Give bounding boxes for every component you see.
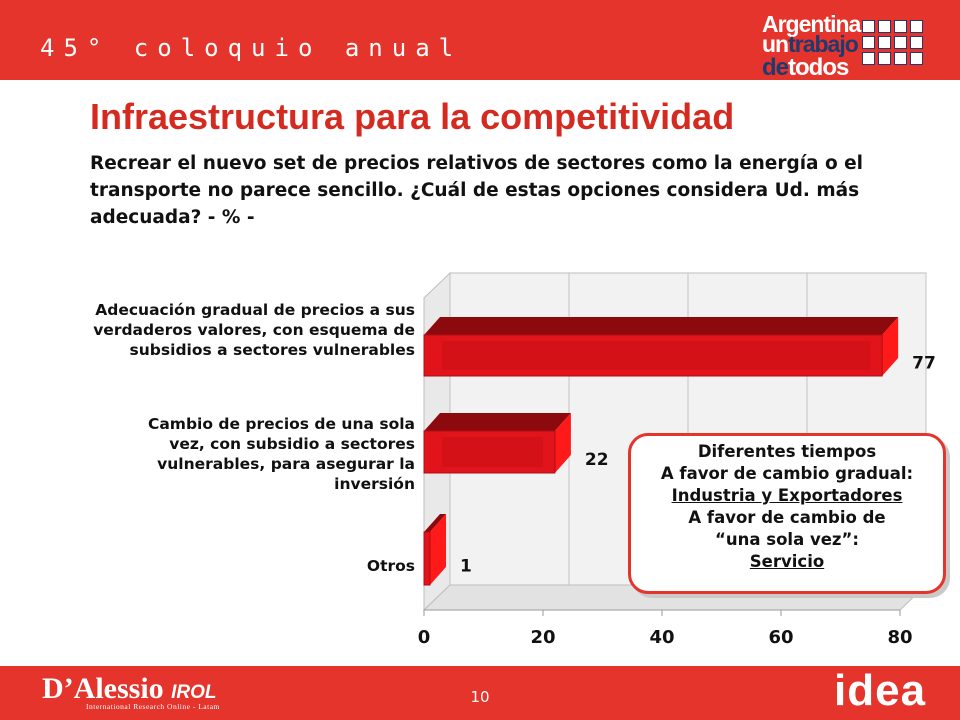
scale-icon	[862, 36, 875, 49]
chart-icon	[910, 36, 923, 49]
bar-end	[554, 413, 571, 473]
bar-end	[882, 317, 899, 376]
category-2-line: vez, con subsidio a sectores	[169, 435, 415, 453]
data-label: 22	[585, 450, 609, 470]
callout-line: A favor de cambio de	[688, 508, 886, 527]
page-title: Infraestructura para la competitividad	[90, 96, 735, 137]
bar-top	[424, 413, 571, 431]
justice-icon	[894, 52, 907, 65]
category-label-1: Adecuación gradual de precios a sus verd…	[93, 300, 415, 360]
road-icon	[894, 36, 907, 49]
company-suffix: IROL	[171, 682, 217, 703]
idea-logo: idea	[834, 666, 927, 715]
dalessio-logo: D’Alessio IROL	[42, 672, 217, 706]
brand-line-3a: de	[762, 54, 789, 81]
data-label: 77	[912, 354, 936, 374]
page-number: 10	[470, 688, 490, 706]
bar	[423, 430, 556, 474]
callout-line: Industria y Exportadores	[671, 486, 903, 505]
company-subtitle: International Research Online - Latam	[86, 702, 220, 711]
category-3-line: Otros	[366, 557, 415, 575]
bar	[423, 531, 431, 586]
cart-icon	[878, 20, 891, 33]
category-1-line: Adecuación gradual de precios a sus	[95, 301, 415, 319]
percent-icon	[878, 36, 891, 49]
header-bar	[0, 0, 960, 80]
bar-inner	[442, 341, 871, 370]
category-2-line: vulnerables, para asegurar la	[157, 455, 415, 473]
x-tick-label: 80	[887, 627, 912, 648]
category-1-line: verdaderos valores, con esquema de	[93, 321, 415, 339]
category-label-2: Cambio de precios de una sola vez, con s…	[148, 414, 415, 494]
brand-line-1: Argentina	[762, 11, 861, 37]
x-tick-label: 40	[649, 627, 674, 648]
category-1-line: subsidios a sectores vulnerables	[129, 341, 415, 359]
callout-line: A favor de cambio gradual:	[660, 464, 914, 483]
brand-line-2a: un	[762, 31, 789, 57]
x-tick-label: 0	[418, 627, 431, 648]
callout-line: “una sola vez”:	[715, 530, 859, 549]
x-tick-label: 20	[530, 627, 555, 648]
x-tick-label: 60	[768, 627, 793, 648]
data-label: 1	[460, 557, 472, 577]
callout-line: Servicio	[749, 552, 825, 571]
tractor-icon	[862, 52, 875, 65]
brand-line-2b: trabajo	[788, 31, 859, 57]
industry-icon	[910, 52, 923, 65]
bar-top	[424, 514, 446, 532]
health-icon	[878, 52, 891, 65]
bar-end	[430, 514, 446, 585]
argentina-logo: Argentina untrabajo detodos	[762, 11, 861, 81]
building-icon	[862, 20, 875, 33]
category-2-line: Cambio de precios de una sola	[147, 415, 415, 433]
company-name: D’Alessio	[42, 672, 164, 705]
event-name: 45° coloquio anual	[40, 34, 463, 62]
footer-bar	[0, 666, 960, 720]
bar-inner	[442, 437, 543, 467]
callout-line: Diferentes tiempos	[697, 442, 877, 461]
category-label-3: Otros	[367, 556, 415, 576]
callout-box: Diferentes tiempos A favor de cambio gra…	[628, 433, 946, 594]
bar-top	[424, 317, 899, 335]
sector-icons	[862, 20, 923, 65]
survey-question: Recrear el nuevo set de precios relativo…	[90, 153, 863, 228]
bar	[423, 334, 883, 377]
chart-side-wall	[423, 271, 451, 612]
category-2-line: inversión	[334, 475, 415, 493]
factory-icon	[910, 20, 923, 33]
brand-line-3b: todos	[788, 54, 849, 81]
anchor-icon	[894, 20, 907, 33]
